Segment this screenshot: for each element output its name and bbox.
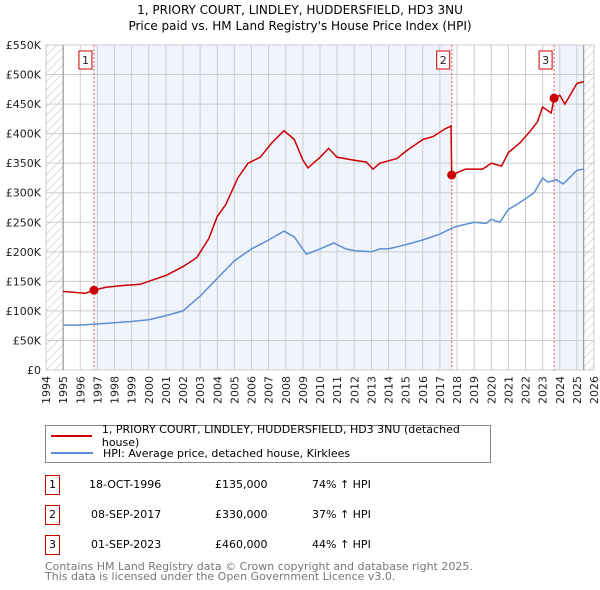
sale-price: £135,000 [215, 478, 268, 491]
y-tick-label: £50K [13, 334, 42, 347]
x-tick-label: 1998 [109, 376, 122, 404]
x-tick-label: 1995 [57, 376, 70, 404]
footer-licence: This data is licensed under the Open Gov… [45, 570, 396, 583]
legend-label: 1, PRIORY COURT, LINDLEY, HUDDERSFIELD, … [101, 423, 460, 449]
x-tick-label: 2006 [246, 376, 259, 404]
x-tick-label: 2025 [571, 376, 584, 404]
x-tick-label: 2013 [365, 376, 378, 404]
ownership-shade [554, 45, 584, 370]
sale-badge: 3 [45, 535, 60, 555]
footer-copyright: Contains HM Land Registry data © Crown c… [45, 560, 473, 573]
x-tick-label: 1994 [40, 376, 53, 404]
sale-row: 1 18-OCT-1996 £135,000 74% ↑ HPI [45, 475, 495, 495]
hpi-line [63, 168, 584, 326]
y-tick-label: £250K [6, 216, 42, 229]
chart-subtitle: Price paid vs. HM Land Registry's House … [128, 19, 471, 33]
x-tick-label: 2004 [211, 376, 224, 404]
sale-date: 08-SEP-2017 [91, 508, 162, 521]
x-tick-label: 2026 [588, 376, 600, 404]
sale-badge: 1 [45, 475, 60, 495]
sale-row: 3 01-SEP-2023 £460,000 44% ↑ HPI [45, 535, 495, 555]
y-tick-label: £200K [6, 246, 42, 259]
sale-hpi: 44% ↑ HPI [312, 538, 371, 551]
ownership-shade [93, 45, 452, 370]
y-tick-label: £400K [6, 128, 42, 141]
y-tick-label: £100K [6, 305, 42, 318]
x-tick-label: 2003 [194, 376, 207, 404]
x-tick-label: 2015 [400, 376, 413, 404]
sale-number-label: 2 [440, 54, 447, 67]
sale-point [447, 170, 457, 180]
price-paid-line [63, 80, 584, 294]
sale-price: £330,000 [215, 508, 268, 521]
x-tick-label: 2002 [177, 376, 190, 404]
x-tick-label: 2012 [348, 376, 361, 404]
legend-item-hpi: HPI: Average price, detached house, Kirk… [46, 445, 350, 461]
legend-swatch-red [51, 435, 92, 437]
x-tick-label: 2019 [468, 376, 481, 404]
legend: 1, PRIORY COURT, LINDLEY, HUDDERSFIELD, … [45, 423, 491, 463]
x-tick-label: 2001 [160, 376, 173, 404]
sale-number-box [538, 50, 553, 70]
y-tick-label: £500K [6, 69, 42, 82]
x-tick-label: 2016 [417, 376, 430, 404]
sale-hpi: 37% ↑ HPI [312, 508, 371, 521]
sale-price: £460,000 [215, 538, 268, 551]
legend-item-property: 1, PRIORY COURT, LINDLEY, HUDDERSFIELD, … [46, 423, 490, 449]
x-tick-label: 2021 [502, 376, 515, 404]
x-tick-label: 2000 [143, 376, 156, 404]
x-tick-label: 2014 [383, 376, 396, 404]
x-tick-label: 1996 [74, 376, 87, 404]
x-tick-label: 2017 [434, 376, 447, 404]
sale-date: 18-OCT-1996 [89, 478, 162, 491]
y-tick-label: £450K [6, 98, 42, 111]
price-chart: 1, PRIORY COURT, LINDLEY, HUDDERSFIELD, … [6, 3, 600, 404]
x-tick-label: 2011 [331, 376, 344, 404]
y-tick-label: £550K [6, 39, 42, 52]
y-tick-label: £350K [6, 157, 42, 170]
sale-point [549, 93, 559, 103]
sale-badge: 2 [45, 505, 60, 525]
x-tick-label: 1997 [91, 376, 104, 404]
y-tick-label: £300K [6, 187, 42, 200]
y-tick-label: £150K [6, 275, 42, 288]
legend-label: HPI: Average price, detached house, Kirk… [103, 446, 351, 460]
sale-number-box [436, 50, 451, 70]
x-tick-label: 2024 [554, 376, 567, 404]
no-data-hatch [583, 45, 594, 370]
x-tick-label: 2020 [485, 376, 498, 404]
sale-row: 2 08-SEP-2017 £330,000 37% ↑ HPI [45, 505, 495, 525]
x-tick-label: 2022 [520, 376, 533, 404]
sale-number-box [78, 50, 93, 70]
chart-title: 1, PRIORY COURT, LINDLEY, HUDDERSFIELD, … [137, 3, 463, 17]
sale-number-label: 3 [542, 54, 549, 67]
no-data-hatch [46, 45, 64, 370]
y-tick-label: £0 [27, 364, 41, 377]
sale-date: 01-SEP-2023 [91, 538, 162, 551]
x-tick-label: 2018 [451, 376, 464, 404]
x-tick-label: 1999 [126, 376, 139, 404]
legend-swatch-blue [51, 452, 93, 454]
sale-hpi: 74% ↑ HPI [312, 478, 371, 491]
x-tick-label: 2023 [537, 376, 550, 404]
x-tick-label: 2005 [228, 376, 241, 404]
sale-number-label: 1 [82, 54, 89, 67]
sale-point [89, 285, 99, 295]
x-tick-label: 2009 [297, 376, 310, 404]
x-tick-label: 2008 [280, 376, 293, 404]
x-tick-label: 2010 [314, 376, 327, 404]
x-tick-label: 2007 [263, 376, 276, 404]
